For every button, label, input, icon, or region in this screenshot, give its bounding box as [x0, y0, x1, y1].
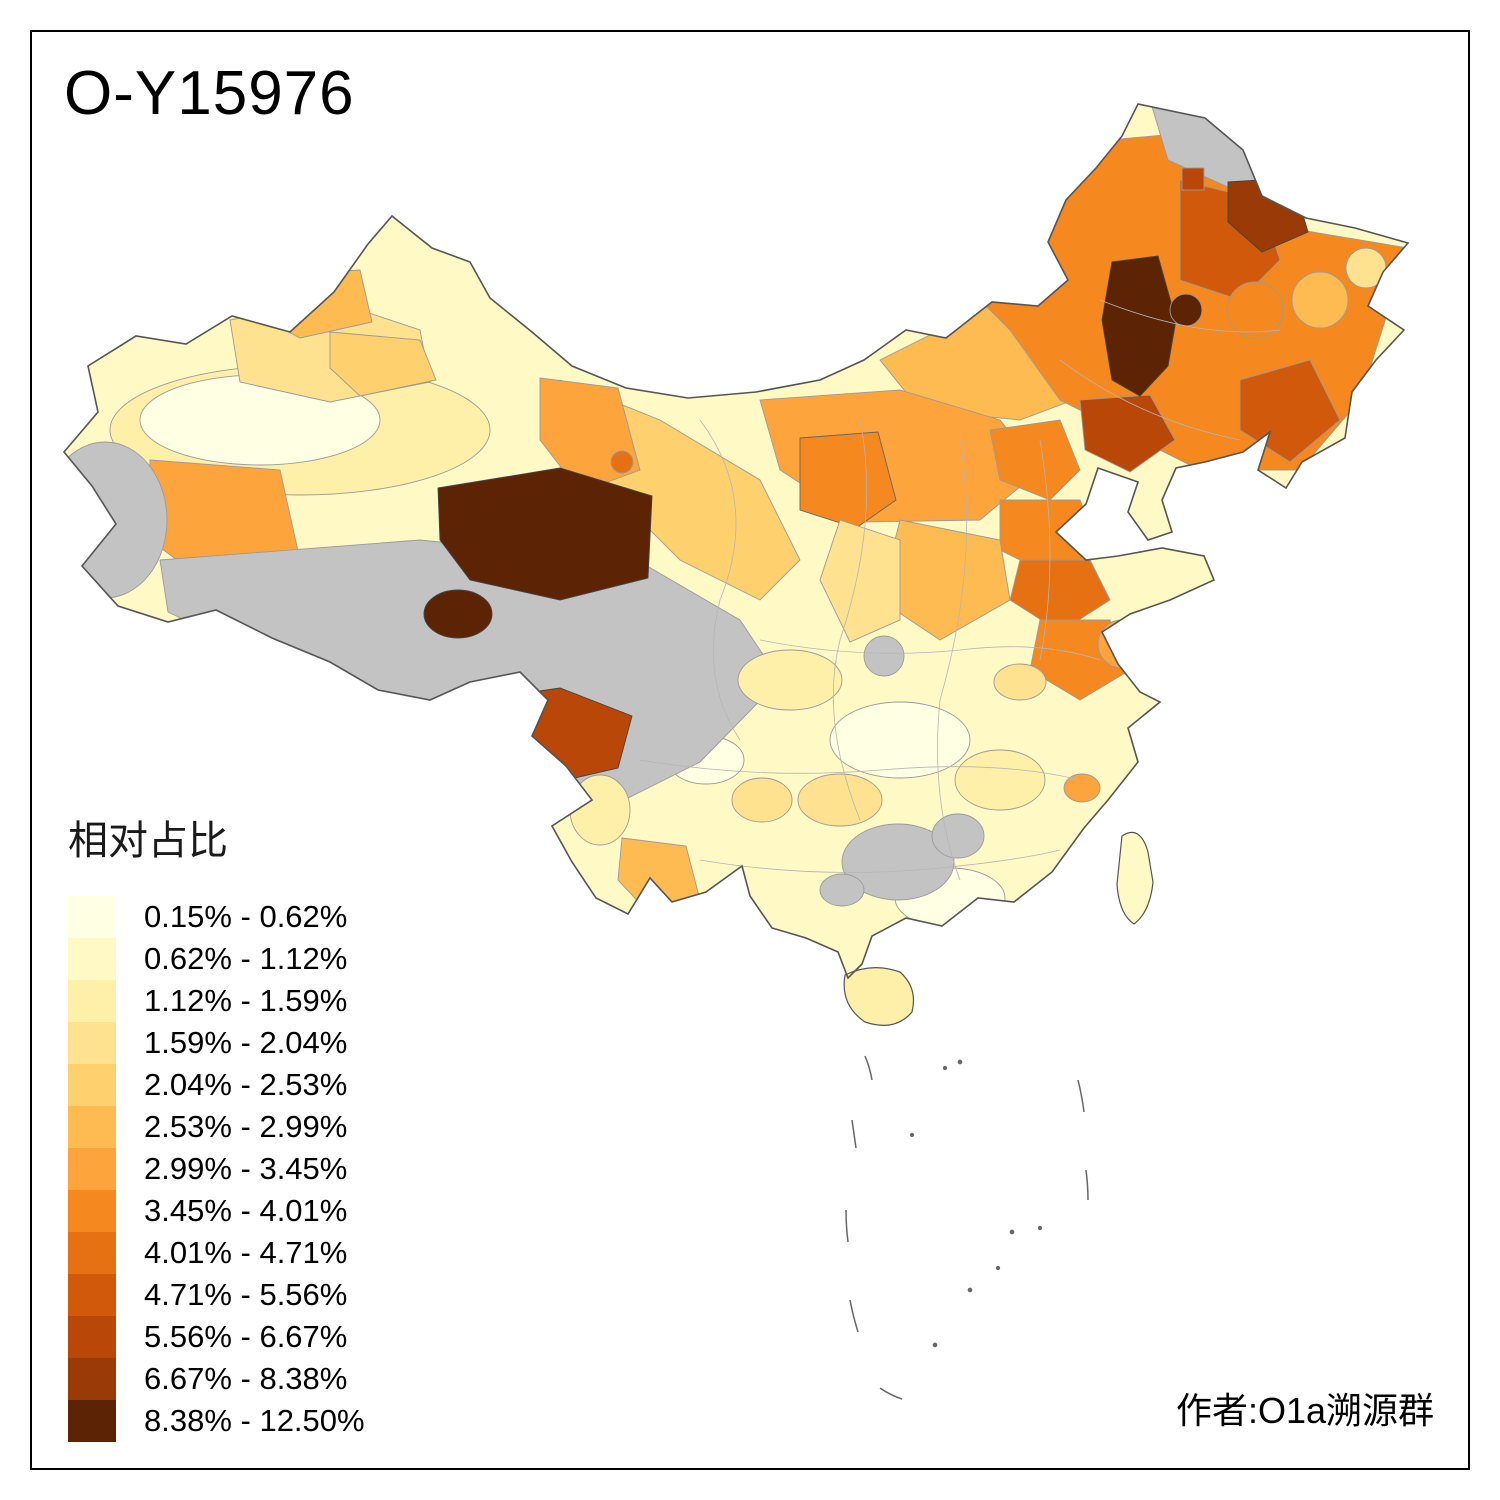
map-region — [1063, 773, 1101, 803]
legend-item: 1.59% - 2.04% — [68, 1022, 365, 1064]
legend-swatch — [68, 1358, 116, 1400]
legend-swatch — [68, 1316, 116, 1358]
map-region-dark — [1101, 255, 1177, 397]
map-region-nodata — [64, 441, 168, 599]
map-region-nodata — [863, 635, 905, 677]
legend-label: 2.04% - 2.53% — [144, 1067, 348, 1102]
map-island-hainan — [843, 967, 915, 1026]
legend-item: 0.15% - 0.62% — [68, 896, 365, 938]
legend-swatch — [68, 1148, 116, 1190]
map-title: O-Y15976 — [64, 59, 355, 128]
map-region — [989, 419, 1081, 501]
legend: 相对占比 0.15% - 0.62% 0.62% - 1.12% 1.12% - 1… — [68, 808, 365, 1442]
map-region — [731, 777, 793, 823]
legend-item: 5.56% - 6.67% — [68, 1316, 365, 1358]
map-island-taiwan — [1116, 831, 1154, 925]
map-region-nodata — [819, 873, 865, 907]
map-region — [1097, 619, 1147, 669]
map-region — [799, 431, 897, 529]
legend-item: 3.45% - 4.01% — [68, 1190, 365, 1232]
map-region-dark — [1169, 293, 1203, 327]
legend-item: 2.04% - 2.53% — [68, 1064, 365, 1106]
map-region — [1291, 271, 1349, 329]
legend-label: 2.53% - 2.99% — [144, 1109, 348, 1144]
legend-label: 0.15% - 0.62% — [144, 899, 348, 934]
legend-item: 0.62% - 1.12% — [68, 938, 365, 980]
map-region — [993, 663, 1047, 701]
legend-label: 4.71% - 5.56% — [144, 1277, 348, 1312]
map-region — [819, 519, 901, 643]
map-outline — [62, 103, 1410, 980]
legend-label: 4.01% - 4.71% — [144, 1235, 348, 1270]
legend-swatch — [68, 980, 116, 1022]
map-region-dark — [437, 467, 653, 601]
legend-swatch — [68, 896, 116, 938]
legend-swatch — [68, 1106, 116, 1148]
legend-label: 5.56% - 6.67% — [144, 1319, 348, 1354]
map-region — [1226, 281, 1284, 339]
attribution-text: 作者:O1a溯源群 — [1175, 1390, 1434, 1431]
legend-swatch — [68, 1232, 116, 1274]
legend-label: 1.12% - 1.59% — [144, 983, 348, 1018]
map-region — [1345, 247, 1387, 289]
legend-item: 4.01% - 4.71% — [68, 1232, 365, 1274]
legend-label: 2.99% - 3.45% — [144, 1151, 348, 1186]
map-region-pale — [829, 701, 971, 779]
legend-items: 0.15% - 0.62% 0.62% - 1.12% 1.12% - 1.59% 1… — [68, 896, 365, 1442]
legend-item: 1.12% - 1.59% — [68, 980, 365, 1022]
plot-frame — [30, 30, 1470, 1470]
map-region-pale — [954, 749, 1046, 811]
legend-label: 8.38% - 12.50% — [144, 1403, 365, 1438]
legend-swatch — [68, 1274, 116, 1316]
map-region — [1009, 559, 1111, 633]
legend-label: 0.62% - 1.12% — [144, 941, 348, 976]
legend-swatch — [68, 938, 116, 980]
south-china-sea-islets — [845, 1055, 1089, 1400]
map-region — [569, 774, 631, 846]
legend-swatch — [68, 1022, 116, 1064]
legend-item: 8.38% - 12.50% — [68, 1400, 365, 1442]
map-region — [1079, 394, 1176, 473]
map-region — [329, 331, 437, 397]
map-region — [737, 649, 843, 711]
map-region-nodata — [931, 813, 985, 859]
legend-item: 2.53% - 2.99% — [68, 1106, 365, 1148]
legend-item: 6.67% - 8.38% — [68, 1358, 365, 1400]
map-region-dark — [423, 589, 493, 639]
legend-label: 3.45% - 4.01% — [144, 1193, 348, 1228]
legend-swatch — [68, 1400, 116, 1442]
legend-swatch — [68, 1064, 116, 1106]
legend-label: 6.67% - 8.38% — [144, 1361, 348, 1396]
map-region-dark — [1181, 167, 1205, 191]
legend-label: 1.59% - 2.04% — [144, 1025, 348, 1060]
map-region — [797, 773, 883, 827]
legend-item: 4.71% - 5.56% — [68, 1274, 365, 1316]
map-region — [610, 450, 634, 474]
legend-title: 相对占比 — [68, 819, 228, 863]
legend-swatch — [68, 1190, 116, 1232]
legend-item: 2.99% - 3.45% — [68, 1148, 365, 1190]
